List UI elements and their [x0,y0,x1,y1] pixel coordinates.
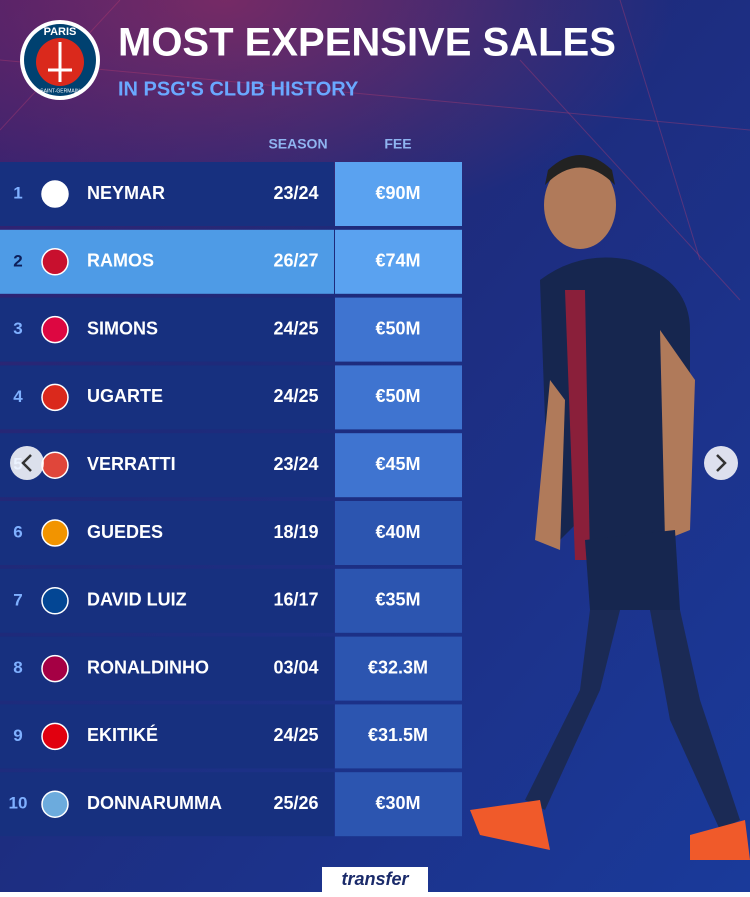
fee: €40M [375,522,420,542]
club-crest [41,790,69,818]
fee-cell [335,772,462,837]
fee: €50M [375,318,420,338]
fee-cell [335,501,462,565]
footer-badge [322,867,428,892]
fee: €32.3M [368,657,428,677]
footer-brand: transfer [341,869,409,889]
player-name: EKITIKÉ [87,724,158,745]
club-crest [41,315,69,344]
rank: 2 [13,251,22,270]
rank: 8 [13,658,22,677]
fee: €50M [375,386,420,406]
fee: €31.5M [368,725,428,745]
season: 23/24 [273,454,318,474]
fee-cell [335,365,462,430]
season: 18/19 [273,522,318,542]
season: 16/17 [273,590,318,610]
rank: 6 [13,522,22,541]
title: MOST EXPENSIVE SALES [118,21,616,65]
club-crest [41,722,69,751]
fee-cell [335,433,462,498]
player-name: UGARTE [87,386,163,406]
club-crest [41,587,69,615]
fee-cell [335,297,462,362]
rank: 9 [13,726,22,745]
fee: €90M [375,183,420,203]
rank: 7 [13,590,22,609]
season: 24/25 [273,725,318,745]
season: 24/25 [273,386,318,406]
rank: 4 [13,387,23,406]
logo-text: PARIS [44,26,77,38]
club-crest [41,383,69,412]
fee-cell [335,162,462,226]
club-logo: PARIS SAINT-GERMAIN [20,20,100,100]
fee: €30M [375,793,420,813]
season: 25/26 [273,793,318,813]
club-crest [41,654,69,683]
player-name: DONNARUMMA [87,793,222,813]
season: 03/04 [273,657,318,677]
club-crest [41,248,69,276]
player-name: NEYMAR [87,183,165,203]
fee-cell [335,704,462,769]
season: 24/25 [273,318,318,338]
season: 23/24 [273,183,318,203]
club-crest [41,519,69,547]
fee-cell [335,229,462,294]
fee: €35M [375,590,420,610]
sales-table: 1 NEYMAR 23/24 €90M 2 RAMOS 26/27 €74M 3 SIMONS 24… [0,162,462,837]
carousel-next[interactable] [704,446,738,480]
player-name: DAVID LUIZ [87,590,187,610]
column-header: FEE [384,136,411,152]
subtitle: IN PSG'S CLUB HISTORY [118,78,359,100]
column-header: SEASON [268,136,327,152]
carousel-prev[interactable] [10,446,44,480]
fee: €45M [375,454,420,474]
background-lines [0,0,750,301]
club-crest [41,180,69,208]
fee-cell [335,636,462,701]
season: 26/27 [273,251,318,271]
fee: €74M [375,251,420,271]
rank: 10 [9,794,28,813]
player-name: RONALDINHO [87,657,209,677]
player-name: GUEDES [87,522,163,542]
player-name: RAMOS [87,251,154,271]
club-crest [41,451,69,479]
player-photo [470,155,750,860]
rank: 3 [13,319,22,338]
player-name: VERRATTI [87,454,176,474]
logo-text: SAINT-GERMAIN [40,88,80,94]
fee-cell [335,568,462,633]
player-name: SIMONS [87,318,158,338]
rank: 1 [13,183,22,202]
